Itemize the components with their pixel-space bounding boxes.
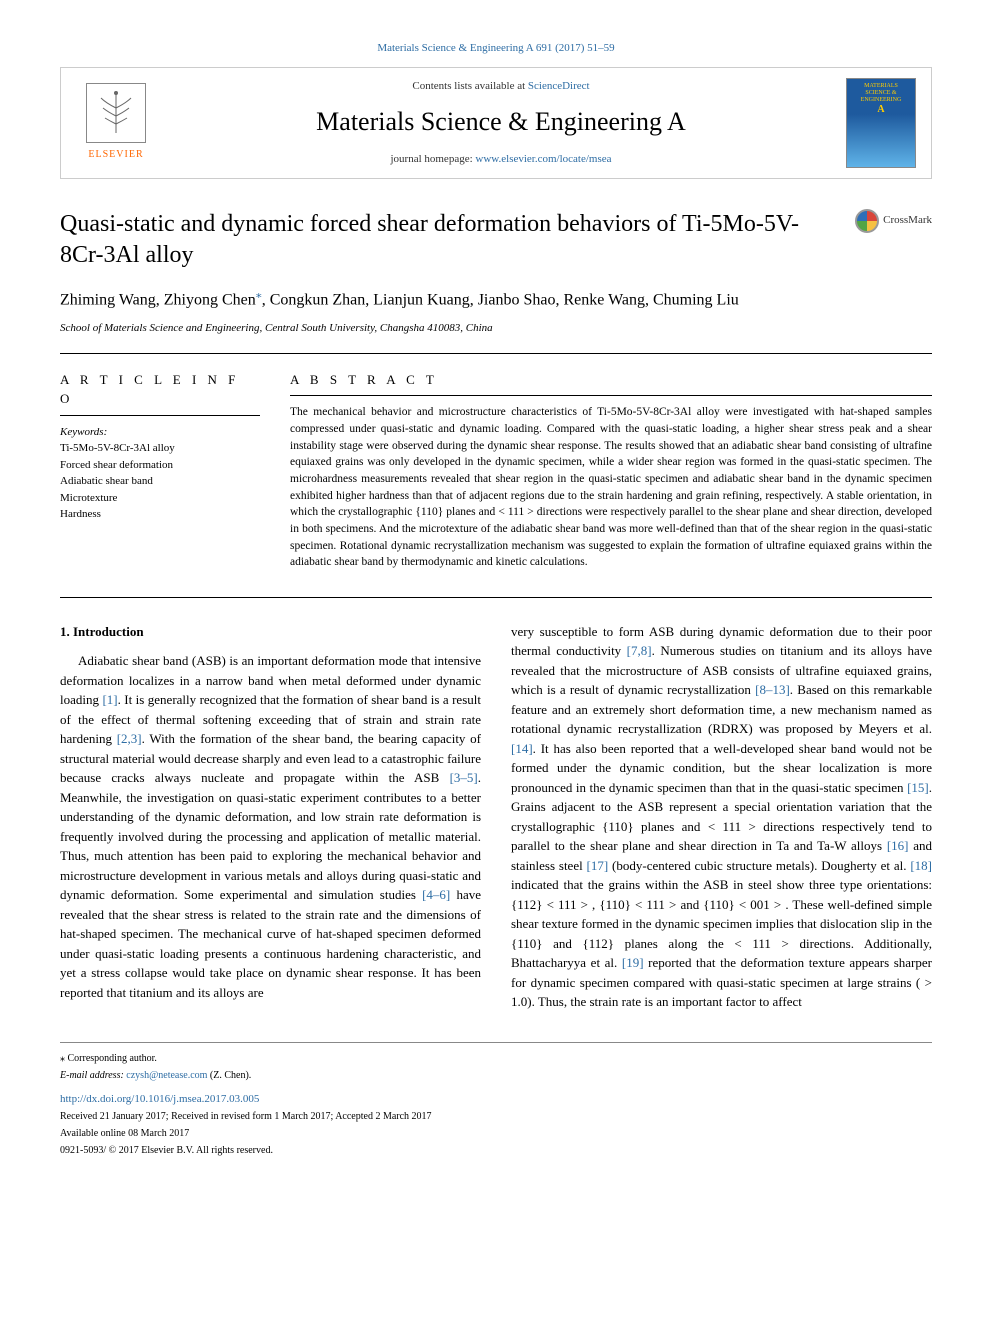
email-line: E-mail address: czysh@netease.com (Z. Ch… <box>60 1068 932 1083</box>
intro-paragraph-left: Adiabatic shear band (ASB) is an importa… <box>60 651 481 1002</box>
ref-link[interactable]: [7,8] <box>627 643 652 658</box>
ref-link[interactable]: [2,3] <box>117 731 142 746</box>
affiliation: School of Materials Science and Engineer… <box>60 320 932 337</box>
article-info-heading: A R T I C L E I N F O <box>60 370 260 409</box>
online-date-line: Available online 08 March 2017 <box>60 1126 932 1141</box>
abstract-text: The mechanical behavior and microstructu… <box>290 404 932 571</box>
ref-link[interactable]: [19] <box>622 955 644 970</box>
publisher-logo: ELSEVIER <box>76 78 156 168</box>
doi-link[interactable]: http://dx.doi.org/10.1016/j.msea.2017.03… <box>60 1093 259 1105</box>
cover-text-3: ENGINEERING <box>861 97 902 104</box>
journal-name: Materials Science & Engineering A <box>156 102 846 141</box>
cover-text-1: MATERIALS <box>864 83 898 90</box>
homepage-prefix: journal homepage: <box>390 153 475 165</box>
footer: ⁎ Corresponding author. E-mail address: … <box>60 1042 932 1159</box>
body-column-right: very susceptible to form ASB during dyna… <box>511 622 932 1012</box>
crossmark-badge[interactable]: CrossMark <box>855 209 932 233</box>
article-info-column: A R T I C L E I N F O Keywords: Ti-5Mo-5… <box>60 370 260 571</box>
homepage-link[interactable]: www.elsevier.com/locate/msea <box>475 153 611 165</box>
keyword-item: Ti-5Mo-5V-8Cr-3Al alloy <box>60 440 260 457</box>
keyword-item: Hardness <box>60 506 260 523</box>
authors-part2: , Congkun Zhan, Lianjun Kuang, Jianbo Sh… <box>262 291 739 308</box>
dates-line: Received 21 January 2017; Received in re… <box>60 1109 932 1124</box>
keyword-item: Microtexture <box>60 490 260 507</box>
keywords-label: Keywords: <box>60 424 260 441</box>
email-label: E-mail address: <box>60 1070 126 1081</box>
article-title: Quasi-static and dynamic forced shear de… <box>60 209 835 271</box>
ref-link[interactable]: [3–5] <box>450 770 478 785</box>
journal-homepage-line: journal homepage: www.elsevier.com/locat… <box>156 151 846 168</box>
corresponding-author-note: ⁎ Corresponding author. <box>60 1051 932 1066</box>
section-heading-intro: 1. Introduction <box>60 622 481 642</box>
ref-link[interactable]: [17] <box>587 858 609 873</box>
journal-header-box: ELSEVIER Contents lists available at Sci… <box>60 67 932 179</box>
publisher-name: ELSEVIER <box>88 147 143 162</box>
divider-top <box>60 353 932 354</box>
ref-link[interactable]: [18] <box>910 858 932 873</box>
ref-link[interactable]: [4–6] <box>422 887 450 902</box>
cover-text-4: A <box>877 104 884 116</box>
copyright-line: 0921-5093/ © 2017 Elsevier B.V. All righ… <box>60 1143 932 1158</box>
email-link[interactable]: czysh@netease.com <box>126 1070 207 1081</box>
ref-link[interactable]: [8–13] <box>755 682 790 697</box>
keywords-list: Ti-5Mo-5V-8Cr-3Al alloy Forced shear def… <box>60 440 260 523</box>
cover-text-2: SCIENCE & <box>865 90 896 97</box>
ref-link[interactable]: [15] <box>907 780 929 795</box>
ref-link[interactable]: [14] <box>511 741 533 756</box>
citation-header: Materials Science & Engineering A 691 (2… <box>60 40 932 57</box>
elsevier-tree-icon <box>86 83 146 143</box>
divider-bottom <box>60 597 932 598</box>
ref-link[interactable]: [1] <box>102 692 117 707</box>
ref-link[interactable]: [16] <box>887 838 909 853</box>
crossmark-icon <box>855 209 879 233</box>
authors-line: Zhiming Wang, Zhiyong Chen⁎, Congkun Zha… <box>60 285 932 312</box>
authors-part1: Zhiming Wang, Zhiyong Chen <box>60 291 256 308</box>
keyword-item: Forced shear deformation <box>60 457 260 474</box>
keyword-item: Adiabatic shear band <box>60 473 260 490</box>
contents-prefix: Contents lists available at <box>412 80 527 92</box>
journal-cover-thumbnail: MATERIALS SCIENCE & ENGINEERING A <box>846 78 916 168</box>
abstract-column: A B S T R A C T The mechanical behavior … <box>290 370 932 571</box>
crossmark-label: CrossMark <box>883 212 932 229</box>
contents-list-line: Contents lists available at ScienceDirec… <box>156 78 846 95</box>
email-suffix: (Z. Chen). <box>207 1070 251 1081</box>
body-column-left: 1. Introduction Adiabatic shear band (AS… <box>60 622 481 1012</box>
abstract-heading: A B S T R A C T <box>290 370 932 390</box>
intro-paragraph-right: very susceptible to form ASB during dyna… <box>511 622 932 1012</box>
sciencedirect-link[interactable]: ScienceDirect <box>528 80 590 92</box>
